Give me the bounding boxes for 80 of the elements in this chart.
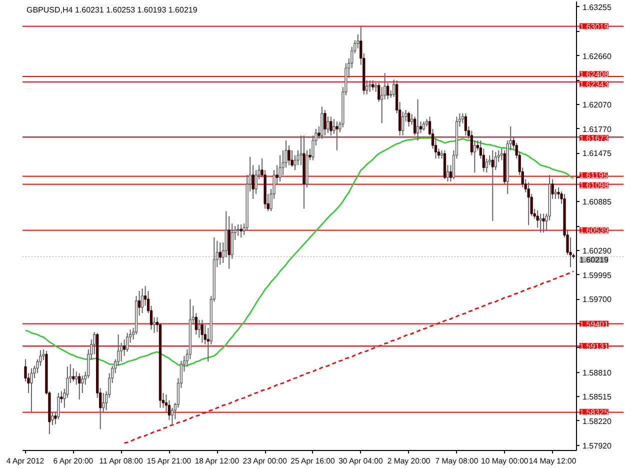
candlestick (230, 223, 234, 260)
candlestick (51, 411, 54, 426)
candlestick (102, 392, 105, 412)
candlestick (152, 316, 156, 334)
candlestick (290, 150, 294, 168)
ref-line-label: 1.61195 (580, 171, 608, 180)
candlestick (554, 188, 557, 200)
candlestick (473, 140, 476, 174)
y-tick-label: 1.58810 (582, 368, 612, 378)
candlestick (122, 338, 126, 356)
candlestick (366, 80, 368, 95)
y-tick-label: 1.57920 (582, 442, 612, 451)
candlestick (407, 111, 410, 127)
text: GBPUSD,H4 1.60231 1.60253 1.60193 1.60219 (26, 6, 198, 14)
candlestick (300, 135, 302, 166)
candlestick (140, 288, 144, 314)
ref-line-label: 1.62408 (580, 70, 609, 80)
candlestick (491, 150, 494, 222)
ref-line-label: 1.61673 (580, 134, 609, 143)
y-tick-label: 1.61770 (582, 124, 612, 134)
candlestick (294, 154, 296, 171)
candlestick (170, 407, 174, 425)
ref-line-label: 1.59131 (580, 342, 609, 351)
y-tick-label: 1.62660 (582, 52, 612, 61)
candlestick (240, 224, 242, 238)
candlestick (30, 368, 33, 412)
ref-line-label: 1.61098 (580, 181, 609, 190)
y-tick-label: 1.60885 (582, 198, 612, 207)
candlestick (330, 116, 332, 136)
y-tick-label: 1.60290 (582, 246, 612, 256)
candlestick (386, 82, 390, 100)
candlestick (446, 164, 450, 182)
ref-line-label: 1.62343 (580, 80, 609, 90)
candlestick (419, 121, 422, 134)
candlestick (374, 82, 378, 92)
candlestick (392, 79, 396, 98)
candlestick (536, 210, 539, 228)
y-tick-label: 1.59995 (582, 270, 612, 280)
candlestick (401, 111, 404, 136)
y-tick-label: 1.62070 (582, 100, 612, 110)
candlestick (485, 158, 488, 174)
candlestick (236, 224, 240, 236)
candlestick (464, 112, 468, 136)
candlestick (336, 121, 338, 151)
ref-line-label: 1.60219 (580, 256, 609, 265)
candlestick (126, 332, 129, 352)
ref-line-label: 1.59401 (580, 320, 609, 329)
candlestick (416, 98, 420, 141)
y-tick-label: 1.63255 (582, 2, 612, 12)
candlestick (200, 319, 204, 344)
candlestick (288, 144, 290, 166)
candlestick (461, 112, 464, 124)
y-tick-label: 1.58515 (582, 392, 612, 402)
candlestick (539, 213, 542, 234)
candlestick (410, 114, 414, 126)
candlestick (75, 371, 78, 386)
candlestick (443, 150, 446, 180)
candlestick (324, 110, 326, 136)
candlestick (326, 116, 330, 134)
candlestick (368, 80, 372, 92)
candlestick (198, 319, 201, 338)
candlestick (57, 392, 60, 420)
y-tick-label: 1.59700 (582, 295, 612, 304)
candlestick (218, 242, 222, 266)
ref-line-label: 1.63019 (580, 22, 609, 32)
ref-line-label: 1.60539 (580, 226, 609, 236)
candlestick (500, 148, 503, 161)
y-tick-label: 1.58220 (582, 416, 612, 426)
candlestick (72, 368, 75, 382)
candlestick (93, 332, 96, 355)
candlestick (527, 182, 530, 226)
candlestick (542, 213, 545, 234)
candlestick (320, 106, 324, 140)
candlestick (78, 372, 81, 400)
candlestick (422, 121, 426, 132)
candlestick (81, 375, 84, 394)
ref-line-label: 1.58325 (580, 408, 609, 417)
candlestick (278, 154, 282, 182)
y-tick-label: 1.61475 (582, 149, 612, 158)
candlestick (372, 80, 374, 91)
